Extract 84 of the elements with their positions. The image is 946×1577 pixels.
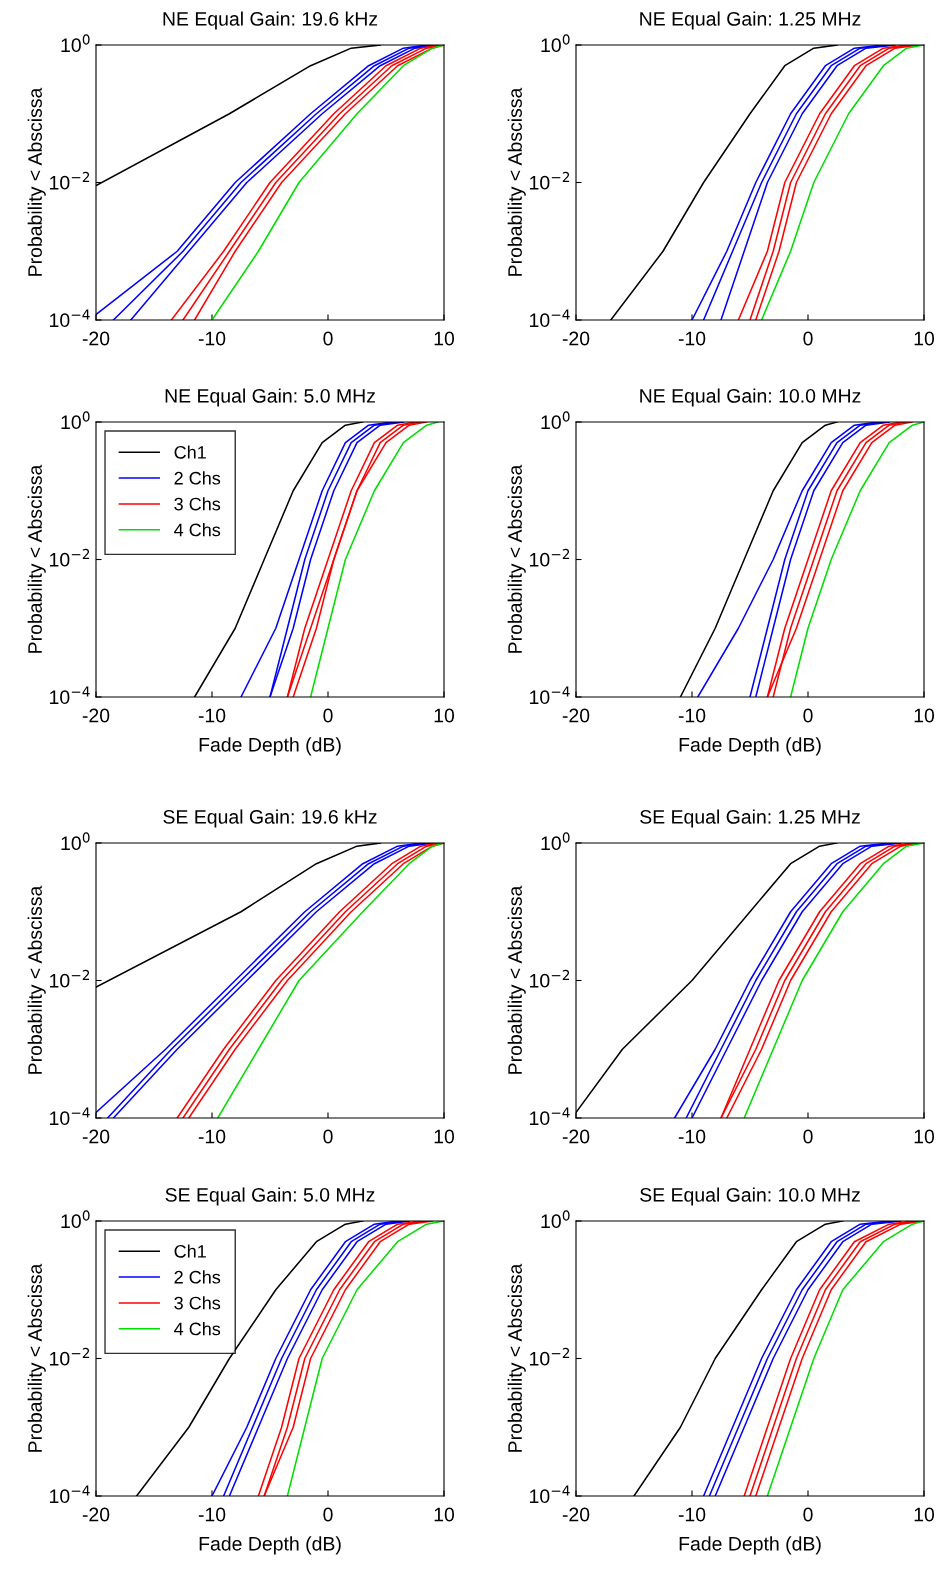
y-tick-label: 10$^{−4}$ xyxy=(530,1107,570,1126)
x-tick-label: -10 xyxy=(198,1507,226,1522)
x-tick-label: -10 xyxy=(198,708,226,723)
chart-title: SE Equal Gain: 10.0 MHz xyxy=(640,1187,860,1206)
legend-label: Ch1 xyxy=(174,445,206,459)
y-tick-label: 10$^{−2}$ xyxy=(530,548,570,567)
legend-label: 3 Chs xyxy=(174,497,221,511)
legend-label: 4 Chs xyxy=(174,1322,221,1336)
x-tick-label: 10 xyxy=(914,1507,935,1522)
y-tick-label: 10$^{0}$ xyxy=(61,1210,90,1229)
y-tick-label: 10$^{0}$ xyxy=(61,832,90,851)
y-tick-label: 10$^{−2}$ xyxy=(50,548,90,567)
x-tick-label: -10 xyxy=(198,331,226,346)
y-tick-label: 10$^{−4}$ xyxy=(50,1107,90,1126)
chart-title: NE Equal Gain: 1.25 MHz xyxy=(640,11,861,30)
x-tick-label: -10 xyxy=(198,1129,226,1144)
x-tick-label: 0 xyxy=(323,708,333,723)
y-tick-label: 10$^{−4}$ xyxy=(50,309,90,328)
legend-label: 3 Chs xyxy=(174,1296,221,1310)
x-tick-label: 10 xyxy=(434,1129,455,1144)
legend-label: Ch1 xyxy=(174,1244,206,1258)
y-tick-label: 10$^{0}$ xyxy=(541,832,570,851)
y-tick-label: 10$^{−2}$ xyxy=(530,1347,570,1366)
chart-title: NE Equal Gain: 5.0 MHz xyxy=(165,388,375,407)
y-tick-label: 10$^{−2}$ xyxy=(50,969,90,988)
y-tick-label: 10$^{−4}$ xyxy=(530,686,570,705)
chart-title: SE Equal Gain: 1.25 MHz xyxy=(640,809,860,828)
x-tick-label: 0 xyxy=(323,1507,333,1522)
y-tick-label: 10$^{0}$ xyxy=(541,1210,570,1229)
y-tick-label: 10$^{−4}$ xyxy=(50,686,90,705)
y-tick-label: 10$^{−4}$ xyxy=(50,1485,90,1504)
chart-title: SE Equal Gain: 19.6 kHz xyxy=(163,809,377,828)
x-tick-label: -10 xyxy=(678,708,706,723)
legend-label: 2 Chs xyxy=(174,1270,221,1284)
x-tick-label: 10 xyxy=(914,708,935,723)
chart-title: SE Equal Gain: 5.0 MHz xyxy=(165,1187,375,1206)
x-tick-label: -10 xyxy=(678,331,706,346)
y-tick-label: 10$^{0}$ xyxy=(61,34,90,53)
y-tick-label: 10$^{0}$ xyxy=(61,411,90,430)
x-tick-label: -20 xyxy=(562,331,590,346)
x-tick-label: -10 xyxy=(678,1129,706,1144)
y-axis-title: Probability < Abscissa xyxy=(507,464,526,653)
x-tick-label: 0 xyxy=(803,331,813,346)
x-tick-label: 0 xyxy=(323,331,333,346)
y-axis-title: Probability < Abscissa xyxy=(27,1263,46,1452)
chart-title: NE Equal Gain: 19.6 kHz xyxy=(163,11,378,30)
y-axis-title: Probability < Abscissa xyxy=(507,885,526,1074)
y-tick-label: 10$^{−4}$ xyxy=(530,309,570,328)
legend-label: 4 Chs xyxy=(174,523,221,537)
y-axis-title: Probability < Abscissa xyxy=(27,885,46,1074)
x-tick-label: 0 xyxy=(803,708,813,723)
x-tick-label: -20 xyxy=(82,1507,110,1522)
y-tick-label: 10$^{−2}$ xyxy=(530,969,570,988)
x-tick-label: -10 xyxy=(678,1507,706,1522)
y-axis-title: Probability < Abscissa xyxy=(507,87,526,276)
y-tick-label: 10$^{−2}$ xyxy=(50,171,90,190)
y-tick-label: 10$^{0}$ xyxy=(541,411,570,430)
y-axis-title: Probability < Abscissa xyxy=(27,464,46,653)
x-tick-label: -20 xyxy=(82,708,110,723)
x-axis-title: Fade Depth (dB) xyxy=(199,737,341,756)
x-tick-label: 10 xyxy=(434,1507,455,1522)
x-tick-label: 10 xyxy=(914,331,935,346)
x-axis-title: Fade Depth (dB) xyxy=(679,737,821,756)
y-axis-title: Probability < Abscissa xyxy=(507,1263,526,1452)
x-tick-label: -20 xyxy=(562,1507,590,1522)
x-tick-label: 0 xyxy=(803,1507,813,1522)
x-tick-label: -20 xyxy=(82,331,110,346)
x-tick-label: 0 xyxy=(323,1129,333,1144)
y-tick-label: 10$^{−4}$ xyxy=(530,1485,570,1504)
x-tick-label: 10 xyxy=(434,331,455,346)
x-tick-label: -20 xyxy=(82,1129,110,1144)
x-tick-label: -20 xyxy=(562,1129,590,1144)
x-axis-title: Fade Depth (dB) xyxy=(679,1536,821,1555)
y-tick-label: 10$^{0}$ xyxy=(541,34,570,53)
chart-title: NE Equal Gain: 10.0 MHz xyxy=(640,388,861,407)
x-axis-title: Fade Depth (dB) xyxy=(199,1536,341,1555)
x-tick-label: 10 xyxy=(914,1129,935,1144)
x-tick-label: -20 xyxy=(562,708,590,723)
y-axis-title: Probability < Abscissa xyxy=(27,87,46,276)
legend-label: 2 Chs xyxy=(174,471,221,485)
y-tick-label: 10$^{−2}$ xyxy=(50,1347,90,1366)
y-tick-label: 10$^{−2}$ xyxy=(530,171,570,190)
x-tick-label: 10 xyxy=(434,708,455,723)
x-tick-label: 0 xyxy=(803,1129,813,1144)
